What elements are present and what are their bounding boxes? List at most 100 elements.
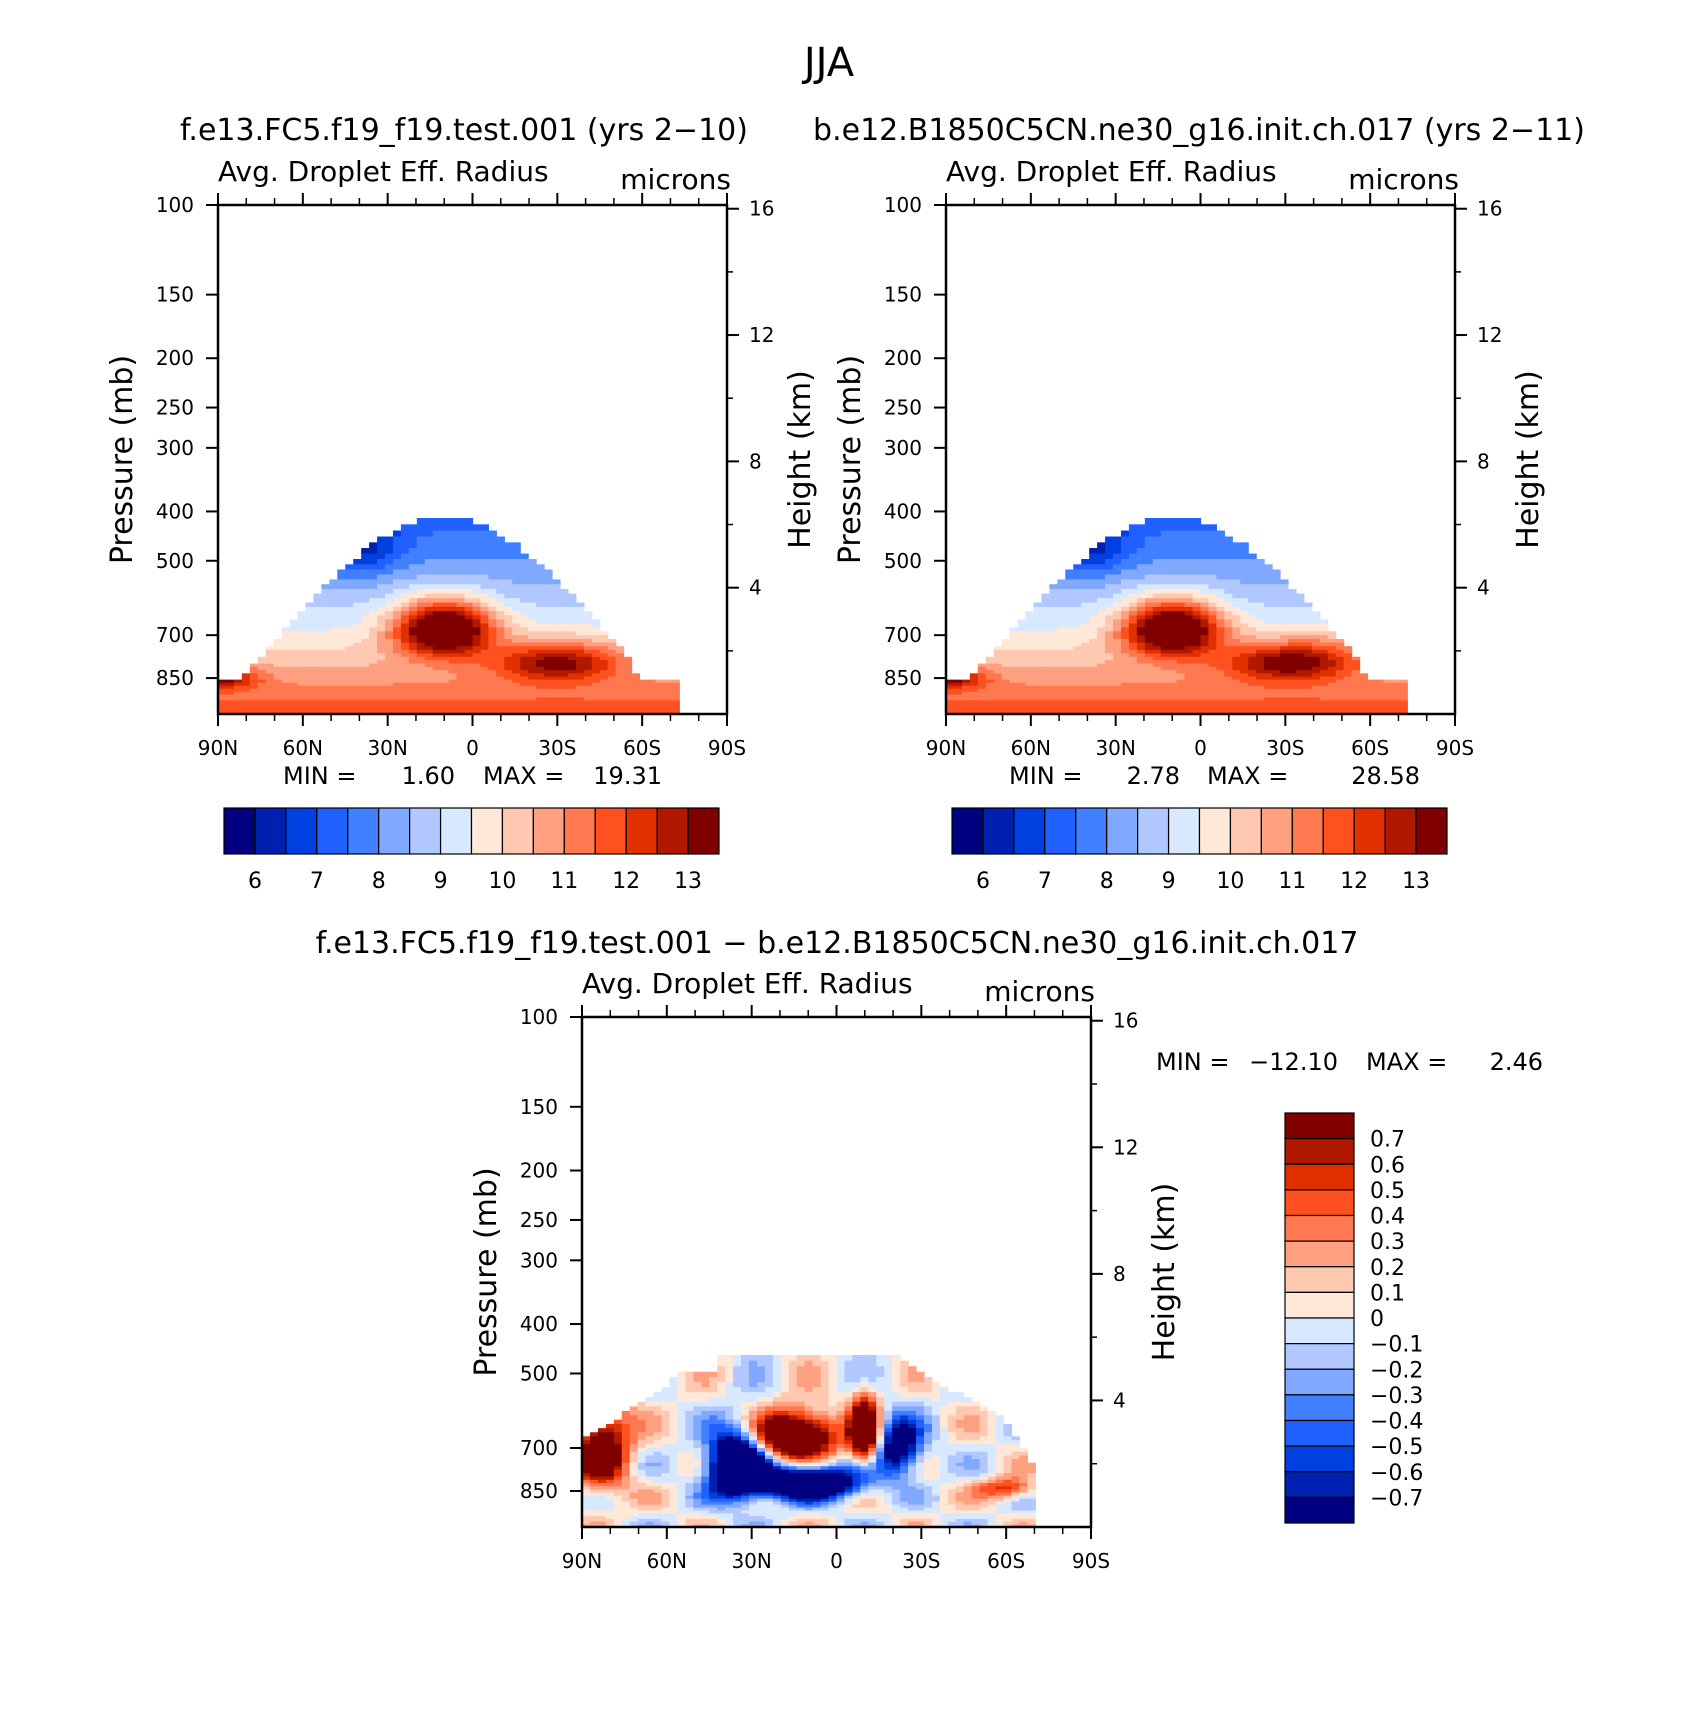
field-cell (685, 1436, 694, 1441)
field-cell (440, 524, 450, 532)
field-cell (589, 1466, 599, 1471)
field-cell (1335, 682, 1345, 687)
field-cell (361, 656, 370, 661)
field-cell (544, 676, 553, 681)
field-cell (1105, 697, 1114, 701)
field-cell (408, 619, 418, 625)
field-cell (337, 642, 346, 647)
field-cell (1160, 705, 1170, 710)
field-cell (1168, 530, 1178, 538)
field-cell (615, 703, 625, 707)
field-cell (504, 619, 513, 625)
field-cell (472, 691, 482, 696)
field-cell (1287, 615, 1297, 621)
field-cell (1319, 691, 1329, 696)
field-cell (1105, 685, 1114, 690)
field-cell (369, 569, 378, 576)
y-tick-label: 500 (156, 549, 194, 573)
field-cell (583, 615, 593, 621)
field-cell (456, 635, 466, 640)
field-cell (1001, 682, 1011, 687)
field-cell (669, 1479, 679, 1484)
field-cell (488, 670, 497, 674)
field-cell (361, 635, 370, 640)
field-cell (725, 1516, 734, 1520)
field-cell (464, 619, 474, 625)
field-cell (448, 542, 458, 549)
field-cell (1001, 673, 1011, 678)
field-cell (629, 1448, 639, 1453)
field-cell (544, 691, 553, 696)
field-cell (1256, 646, 1265, 651)
field-cell (249, 697, 259, 701)
field-cell (1287, 602, 1297, 608)
field-cell (582, 1498, 591, 1503)
field-cell (749, 1423, 758, 1429)
field-cell (377, 649, 386, 654)
field-cell (408, 649, 418, 654)
field-cell (416, 559, 426, 565)
field-cell (520, 688, 529, 693)
field-cell (1049, 646, 1058, 651)
field-cell (1160, 685, 1170, 690)
field-cell (369, 697, 378, 701)
field-cell (281, 688, 291, 693)
field-cell (645, 1432, 655, 1437)
field-cell (305, 705, 315, 710)
field-cell (544, 615, 553, 621)
field-cell (1232, 676, 1241, 681)
field-cell (512, 593, 521, 599)
field-cell (709, 1455, 718, 1460)
field-cell (1089, 623, 1098, 629)
field-cell (544, 579, 553, 585)
field-cell (1025, 676, 1035, 681)
field-cell (1113, 670, 1122, 674)
field-cell (1089, 694, 1098, 699)
field-cell (544, 666, 553, 671)
field-cell (559, 691, 569, 696)
field-cell (520, 694, 529, 699)
colorbar-swatch (1198, 807, 1232, 855)
field-cell (1248, 700, 1257, 704)
field-cell (512, 682, 521, 687)
field-cell (345, 653, 354, 658)
field-cell (1311, 679, 1321, 684)
field-cell (725, 1432, 734, 1437)
field-cell (1240, 606, 1249, 612)
field-cell (440, 593, 450, 599)
y-tick-label: 400 (884, 499, 922, 523)
field-cell (741, 1501, 750, 1506)
field-cell (749, 1444, 758, 1449)
field-cell (741, 1401, 750, 1407)
field-cell (520, 619, 529, 625)
field-cell (552, 623, 561, 629)
field-cell (496, 548, 505, 555)
field-cell (488, 569, 497, 576)
field-cell (1248, 673, 1257, 678)
field-cell (416, 670, 426, 674)
field-cell (1152, 666, 1162, 671)
field-cell (337, 663, 346, 668)
field-cell (416, 646, 426, 651)
field-cell (637, 1466, 647, 1471)
field-cell (575, 606, 585, 612)
field-cell (1144, 703, 1154, 707)
field-cell (1240, 611, 1249, 616)
field-cell (1128, 631, 1138, 636)
field-cell (1240, 569, 1249, 576)
field-cell (993, 673, 1003, 678)
field-cell (281, 660, 291, 665)
field-cell (1272, 676, 1281, 681)
field-cell (472, 611, 482, 616)
field-cell (1351, 694, 1361, 699)
field-cell (512, 615, 521, 621)
field-cell (544, 705, 553, 710)
field-cell (289, 660, 299, 665)
field-cell (432, 588, 442, 595)
field-cell (685, 1371, 694, 1378)
field-cell (1136, 588, 1146, 595)
field-cell (1097, 602, 1106, 608)
field-cell (241, 685, 251, 690)
field-cell (645, 1473, 655, 1478)
